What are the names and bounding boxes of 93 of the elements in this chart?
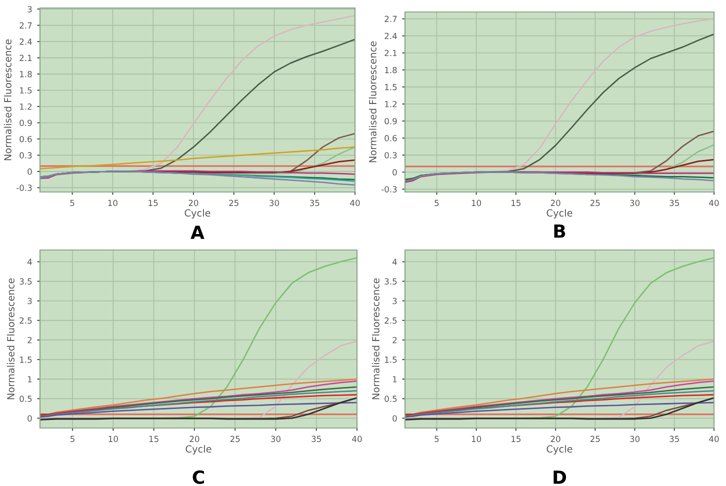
y-tick-label: 3.5 xyxy=(384,278,397,285)
line-series xyxy=(40,394,357,416)
x-tick-label: 5 xyxy=(70,200,74,206)
y-tick-label: 2.7 xyxy=(384,16,397,22)
y-tick-label: 2.4 xyxy=(20,38,32,45)
y-tick-label: 2.1 xyxy=(384,50,397,56)
y-tick-label: 3 xyxy=(28,298,32,304)
text: C xyxy=(192,470,204,484)
y-axis-title: Normalised Fluorescence xyxy=(368,41,376,162)
y-tick-label: -0.3 xyxy=(382,186,397,192)
y-tick-label: 2.5 xyxy=(20,317,32,324)
x-tick-label: 35 xyxy=(310,200,320,206)
y-tick-label: 4 xyxy=(27,258,32,265)
x-tick-label: 5 xyxy=(434,436,439,442)
x-tick-label: 20 xyxy=(550,200,560,206)
x-tick-label: 20 xyxy=(550,436,560,442)
x-tick-label: 25 xyxy=(590,200,600,206)
y-tick-label: 0.6 xyxy=(384,135,397,142)
y-tick-label: 0.5 xyxy=(384,396,397,402)
x-tick-label: 10 xyxy=(472,436,482,442)
x-axis-title: Cycle xyxy=(184,209,210,218)
x-tick-label: 30 xyxy=(630,200,640,206)
x-axis-title: Cycle xyxy=(546,445,572,454)
x-tick-label: 15 xyxy=(149,436,158,442)
x-tick-label: 30 xyxy=(630,436,640,442)
y-tick-label: 1 xyxy=(392,376,397,382)
line-series xyxy=(405,402,714,418)
x-tick-label: 10 xyxy=(108,436,118,442)
x-tick-label: 40 xyxy=(709,200,719,206)
y-tick-label: 2 xyxy=(28,336,32,344)
y-tick-label: 1.5 xyxy=(385,84,397,90)
y-tick-label: 2.7 xyxy=(20,22,32,28)
y-tick-label: 0.9 xyxy=(384,118,397,124)
y-tick-label: 3 xyxy=(28,6,32,12)
x-tick-label: 15 xyxy=(148,200,158,206)
x-tick-label: 40 xyxy=(350,200,360,206)
x-tick-label: 25 xyxy=(230,436,240,442)
y-tick-label: 2 xyxy=(392,336,397,344)
y-tick-label: 0 xyxy=(392,415,397,422)
y-tick-label: 2.5 xyxy=(384,317,397,324)
y-axis-title: Normalised Fluorescence xyxy=(6,278,14,400)
x-tick-label: 10 xyxy=(472,200,482,206)
y-tick-label: 0 xyxy=(28,415,32,422)
text: A xyxy=(190,226,204,239)
x-tick-label: 5 xyxy=(434,200,439,206)
x-tick-label: 20 xyxy=(188,200,198,206)
y-tick-label: 3 xyxy=(392,298,397,304)
line-series xyxy=(40,402,357,418)
x-tick-label: 35 xyxy=(312,436,321,442)
y-axis-title: Normalised Fluorescence xyxy=(372,278,380,400)
text: B xyxy=(554,224,566,238)
x-tick-label: 15 xyxy=(512,200,520,206)
x-tick-label: 10 xyxy=(108,200,118,206)
x-tick-label: 35 xyxy=(670,200,679,206)
y-tick-label: 0.3 xyxy=(20,152,32,158)
y-tick-label: 2.4 xyxy=(384,32,397,40)
y-tick-label: 0.5 xyxy=(20,396,32,402)
text: D xyxy=(554,470,566,484)
y-tick-label: 1.5 xyxy=(20,87,32,94)
y-tick-label: -0.3 xyxy=(16,184,32,191)
y-tick-label: 1.5 xyxy=(385,356,397,363)
y-tick-label: 0.6 xyxy=(20,136,32,142)
x-tick-label: 25 xyxy=(590,436,600,442)
line-series xyxy=(40,170,355,186)
y-tick-label: 0 xyxy=(392,169,397,176)
y-tick-label: 1 xyxy=(28,376,32,382)
x-tick-label: 30 xyxy=(271,436,280,442)
y-axis-title: Normalised Fluorescence xyxy=(4,39,12,160)
y-tick-label: 4 xyxy=(392,258,397,265)
x-tick-label: 5 xyxy=(70,436,74,442)
x-tick-label: 25 xyxy=(229,200,238,206)
x-axis-title: Cycle xyxy=(546,209,572,218)
y-tick-label: 1.8 xyxy=(20,71,32,78)
y-tick-label: 1.8 xyxy=(385,66,397,74)
x-tick-label: 40 xyxy=(709,436,719,442)
y-tick-label: 0.3 xyxy=(384,152,397,158)
line-series xyxy=(40,397,357,420)
y-tick-label: 0.9 xyxy=(20,120,32,126)
y-tick-label: 1.2 xyxy=(20,103,32,110)
y-tick-label: 3.5 xyxy=(20,278,32,285)
x-tick-label: 20 xyxy=(190,436,200,442)
x-tick-label: 35 xyxy=(670,436,679,442)
y-tick-label: 1.5 xyxy=(20,356,32,363)
x-tick-label: 40 xyxy=(352,436,362,442)
x-axis-title: Cycle xyxy=(186,445,212,454)
y-tick-label: 1.2 xyxy=(385,100,397,108)
line-series xyxy=(405,394,714,416)
y-tick-label: 2.1 xyxy=(20,54,32,61)
y-tick-label: 0 xyxy=(28,168,32,175)
line-series xyxy=(40,146,355,170)
x-tick-label: 15 xyxy=(512,436,520,442)
line-series xyxy=(405,397,714,420)
x-tick-label: 30 xyxy=(270,200,279,206)
